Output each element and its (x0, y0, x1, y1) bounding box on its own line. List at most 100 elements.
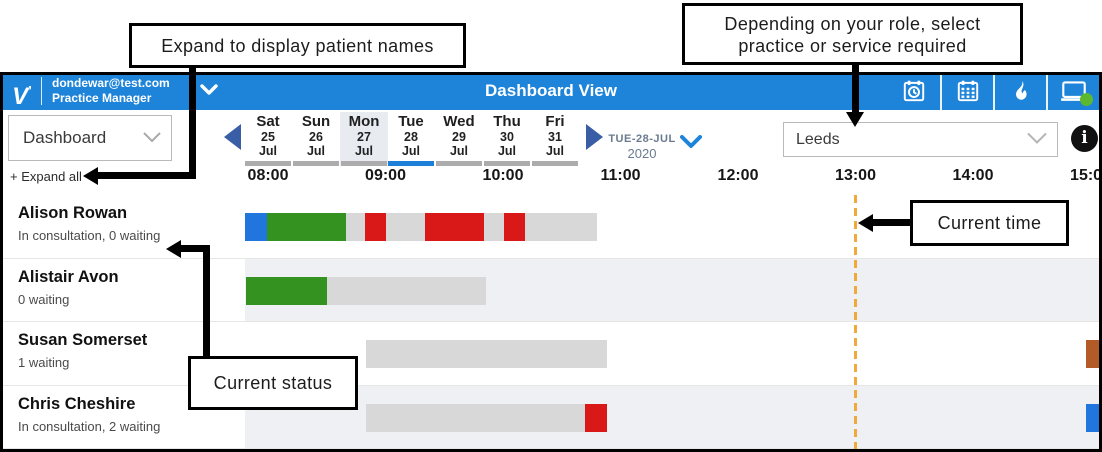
location-dropdown[interactable]: Leeds (783, 122, 1058, 157)
day-underline (293, 161, 339, 166)
annotation-arrow-line (180, 245, 210, 252)
appointment-segment-gray[interactable] (386, 213, 425, 241)
clinician-name: Chris Cheshire (18, 394, 136, 413)
flame-icon[interactable] (993, 72, 1046, 110)
header-divider (41, 77, 42, 105)
clinician-row[interactable]: Alistair Avon 0 waiting (0, 258, 1102, 322)
info-icon[interactable]: i (1071, 125, 1098, 152)
hour-labels: 08:00 09:00 10:00 11:00 12:00 13:00 14:00 15:00 (0, 167, 1102, 191)
appointment-segment-gray[interactable] (346, 213, 365, 241)
vision-logo: V’ (12, 83, 32, 110)
day-mon: Jul (497, 144, 517, 158)
annotation-box-current-status: Current status (188, 356, 358, 410)
appointment-segment-green[interactable] (267, 213, 346, 241)
user-role: Practice Manager (52, 91, 152, 105)
hour-label: 10:00 (482, 167, 524, 184)
annotation-arrowhead (846, 112, 864, 127)
appointment-segment-red[interactable] (504, 213, 525, 241)
prev-week-button[interactable] (224, 124, 241, 150)
day-num: 31 (548, 130, 562, 144)
user-email: dondewar@test.com (52, 76, 170, 90)
appointment-segment-red[interactable] (365, 213, 386, 241)
day-underline (245, 161, 291, 166)
toolbar: Dashboard Sat 25 Jul Sun 26 Jul Mon 27 Jul Tue 28 J… (0, 110, 1102, 195)
appointment-segment-brown[interactable] (1086, 340, 1102, 368)
day-dow: Fri (545, 113, 565, 130)
appointment-segment-red[interactable] (425, 213, 484, 241)
schedule-bar (366, 403, 607, 432)
clinician-name: Alison Rowan (18, 204, 128, 222)
appointment-segment-green[interactable] (246, 276, 327, 305)
appointment-segment-blue[interactable] (1086, 403, 1102, 432)
clinician-row[interactable]: Chris Cheshire In consultation, 2 waiting (0, 385, 1102, 449)
annotation-arrow-line (852, 65, 859, 113)
online-status-dot (1080, 93, 1093, 106)
day-dow: Tue (398, 113, 424, 130)
user-info[interactable]: dondewar@test.com Practice Manager (52, 76, 202, 106)
chevron-down-icon[interactable] (200, 83, 218, 101)
day-cell-thu[interactable]: Thu 30 Jul (483, 112, 531, 166)
day-num: 28 (404, 130, 418, 144)
clinician-name: Alistair Avon (18, 267, 119, 286)
day-underline (484, 161, 530, 166)
annotation-box-expand: Expand to display patient names (129, 23, 466, 68)
day-strip: Sat 25 Jul Sun 26 Jul Mon 27 Jul Tue 28 Jul Wed 29 Jul… (0, 112, 1102, 168)
schedule-bar (366, 340, 607, 368)
view-dropdown[interactable]: Dashboard (8, 115, 172, 161)
appointment-segment-gray[interactable] (366, 340, 607, 368)
day-cell-mon[interactable]: Mon 27 Jul (340, 112, 388, 166)
appointment-segment-gray[interactable] (525, 213, 597, 241)
view-dropdown-value: Dashboard (23, 128, 107, 147)
day-underline (436, 161, 482, 166)
annotation-arrow-line (189, 66, 196, 179)
day-cell-fri[interactable]: Fri 31 Jul (531, 112, 579, 166)
clinician-status: 0 waiting (18, 291, 70, 307)
hour-label: 14:00 (952, 167, 994, 184)
hour-label: 08:00 (247, 167, 289, 184)
monitor-online-icon[interactable] (1046, 72, 1099, 110)
appointments-clock-icon[interactable] (887, 72, 940, 110)
hour-label: 12:00 (717, 167, 759, 184)
hour-label: 13:00 (835, 167, 876, 184)
annotation-arrow-line (96, 172, 196, 179)
day-cell-sun[interactable]: Sun 26 Jul (292, 112, 340, 166)
appointment-segment-gray[interactable] (366, 403, 585, 432)
day-underline (532, 161, 578, 166)
schedule-bar (245, 213, 597, 241)
day-num: 29 (452, 130, 466, 144)
day-underline (341, 161, 387, 166)
header-icon-bar (887, 72, 1099, 110)
appointment-segment-gray[interactable] (484, 213, 504, 241)
annotation-arrow-line (872, 219, 912, 226)
day-cell-wed[interactable]: Wed 29 Jul (435, 112, 483, 166)
next-week-button[interactable] (586, 124, 603, 150)
clinician-name: Susan Somerset (18, 331, 148, 349)
day-cell-tue[interactable]: Tue 28 Jul (387, 112, 435, 166)
appointment-segment-blue[interactable] (245, 213, 267, 241)
calendar-icon[interactable] (940, 72, 993, 110)
clinician-status: 1 waiting (18, 355, 70, 370)
hour-label: 11:00 (600, 167, 641, 184)
day-dow: Mon (348, 113, 380, 130)
day-mon: Jul (545, 144, 565, 158)
day-dow: Thu (493, 113, 521, 130)
annotation-arrowhead (166, 239, 181, 258)
day-mon: Jul (258, 144, 278, 158)
day-num: 26 (309, 130, 323, 144)
day-cell-sat[interactable]: Sat 25 Jul (244, 112, 292, 166)
clinician-row[interactable]: Susan Somerset 1 waiting (0, 322, 1102, 386)
expand-all-link[interactable]: + Expand all (10, 169, 82, 184)
annotation-arrowhead (858, 213, 873, 232)
date-expand-chevron-icon[interactable] (680, 135, 702, 154)
appointment-segment-gray[interactable] (327, 276, 486, 305)
hour-label: 15:00 (1070, 167, 1102, 184)
day-mon: Jul (449, 144, 469, 158)
day-mon: Jul (306, 144, 326, 158)
schedule-bar (246, 276, 486, 305)
annotation-arrow-line (203, 250, 210, 356)
day-dow: Sun (301, 113, 331, 130)
current-time-line (854, 195, 857, 449)
appointment-segment-red[interactable] (585, 403, 607, 432)
day-dow: Sat (256, 113, 280, 130)
day-num: 27 (357, 130, 371, 144)
